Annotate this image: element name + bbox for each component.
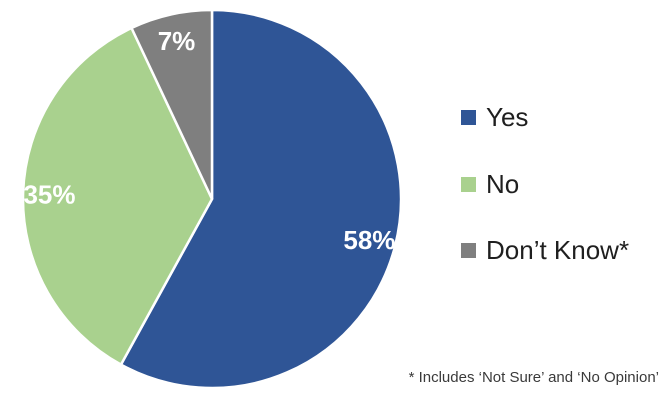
footnote: * Includes ‘Not Sure’ and ‘No Opinion’ — [408, 369, 659, 386]
pie-chart: 58% 35% 7% — [21, 8, 403, 390]
pie-slice-yes — [119, 8, 403, 390]
pie-slice-label-yes: 58% — [343, 225, 395, 255]
legend-label-no: No — [486, 169, 520, 199]
pie-slice-label-don-t-know: 7% — [158, 26, 196, 56]
legend-swatch-dont-know — [461, 242, 476, 258]
pie-slice-no — [21, 26, 214, 367]
legend-item-yes: Yes — [461, 103, 528, 131]
legend-label-dont-know: Don’t Know* — [486, 235, 630, 265]
pie-slice-don-t-know — [129, 8, 214, 200]
legend-swatch-yes — [461, 109, 476, 125]
legend-item-no: No — [461, 170, 519, 198]
legend-label-yes: Yes — [486, 102, 529, 132]
legend-swatch-no — [461, 176, 476, 192]
pie-slice-label-no: 35% — [23, 179, 75, 209]
legend-item-dont-know: Don’t Know* — [461, 236, 629, 264]
